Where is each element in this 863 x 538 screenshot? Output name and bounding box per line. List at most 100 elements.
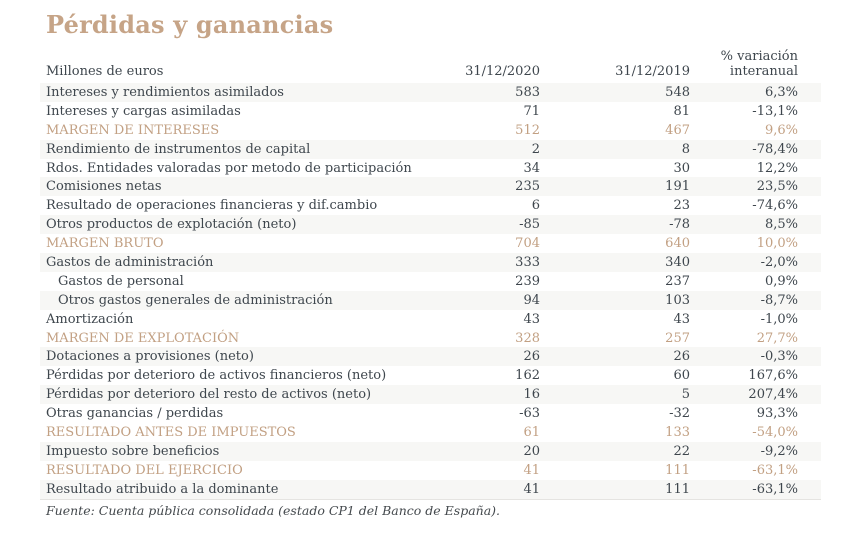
- row-label: RESULTADO DEL EJERCICIO: [46, 462, 243, 478]
- row-label: Pérdidas por deterioro del resto de acti…: [46, 387, 372, 403]
- value-2019: 548: [665, 84, 690, 100]
- table-row: RESULTADO ANTES DE IMPUESTOS 61 133 -54,…: [40, 423, 821, 442]
- value-2020: -85: [519, 217, 540, 233]
- value-variation: -0,3%: [760, 349, 798, 365]
- value-variation: 167,6%: [748, 368, 798, 384]
- value-variation: 10,0%: [756, 236, 798, 252]
- value-2019: 340: [665, 254, 690, 270]
- value-2019: 5: [681, 387, 690, 403]
- value-2020: 41: [523, 481, 540, 497]
- column-header-variation: % variación interanual: [690, 49, 798, 79]
- units-label: Millones de euros: [46, 64, 164, 79]
- value-2020: 41: [523, 462, 540, 478]
- value-2019: 111: [665, 481, 690, 497]
- column-header-2020: 31/12/2020: [465, 64, 540, 79]
- value-variation: -54,0%: [752, 424, 798, 440]
- value-2020: 2: [531, 141, 540, 157]
- value-2020: 583: [515, 84, 540, 100]
- value-variation: -2,0%: [760, 254, 798, 270]
- row-label: Otros gastos generales de administración: [58, 292, 333, 308]
- value-2019: 81: [673, 103, 690, 119]
- value-variation: 9,6%: [764, 122, 798, 138]
- value-2019: -78: [669, 217, 690, 233]
- value-2019: 103: [665, 292, 690, 308]
- value-variation: 12,2%: [756, 160, 798, 176]
- column-header-variation-line1: % variación: [720, 49, 798, 64]
- table-row: Pérdidas por deterioro del resto de acti…: [40, 385, 821, 405]
- table-row: Rendimiento de instrumentos de capital 2…: [40, 139, 821, 159]
- value-2019: 133: [665, 424, 690, 440]
- value-2020: 94: [523, 292, 540, 308]
- row-label: Rdos. Entidades valoradas por metodo de …: [46, 160, 412, 176]
- value-2020: 16: [523, 387, 540, 403]
- table-row: Gastos de administración 333 340 -2,0%: [40, 253, 821, 272]
- value-2019: 111: [665, 462, 690, 478]
- value-variation: 23,5%: [756, 179, 798, 195]
- table-row: Resultado atribuido a la dominante 41 11…: [40, 479, 821, 499]
- table-row: Rdos. Entidades valoradas por metodo de …: [40, 159, 821, 178]
- value-2019: 23: [673, 198, 690, 214]
- column-header-variation-line2: interanual: [729, 64, 798, 79]
- page-title: Pérdidas y ganancias: [46, 10, 334, 39]
- value-2020: 43: [523, 311, 540, 327]
- value-variation: -13,1%: [752, 103, 798, 119]
- table-row: Intereses y rendimientos asimilados 583 …: [40, 83, 821, 102]
- value-variation: -63,1%: [752, 462, 798, 478]
- value-2020: 239: [515, 273, 540, 289]
- value-2019: 237: [665, 273, 690, 289]
- row-label: Otros productos de explotación (neto): [46, 217, 297, 233]
- value-2019: 26: [673, 349, 690, 365]
- value-variation: -8,7%: [760, 292, 798, 308]
- value-variation: 6,3%: [764, 84, 798, 100]
- row-label: MARGEN DE EXPLOTACIÓN: [46, 330, 240, 346]
- row-label: Pérdidas por deterioro de activos financ…: [46, 368, 387, 384]
- value-2019: 22: [673, 443, 690, 459]
- source-note: Fuente: Cuenta pública consolidada (esta…: [46, 503, 501, 518]
- value-2020: 162: [515, 368, 540, 384]
- row-label: Comisiones netas: [46, 179, 162, 195]
- value-2020: 34: [523, 160, 540, 176]
- value-variation: 93,3%: [756, 406, 798, 422]
- value-2020: 26: [523, 349, 540, 365]
- value-variation: -78,4%: [752, 141, 798, 157]
- row-label: RESULTADO ANTES DE IMPUESTOS: [46, 424, 296, 440]
- table-body: Intereses y rendimientos asimilados 583 …: [40, 83, 821, 500]
- row-label: Resultado atribuido a la dominante: [46, 481, 279, 497]
- value-2020: 512: [515, 122, 540, 138]
- row-label: Dotaciones a provisiones (neto): [46, 349, 254, 365]
- column-header-2019: 31/12/2019: [615, 64, 690, 79]
- row-label: MARGEN DE INTERESES: [46, 122, 220, 138]
- value-variation: -74,6%: [752, 198, 798, 214]
- value-2020: 20: [523, 443, 540, 459]
- row-label: MARGEN BRUTO: [46, 236, 164, 252]
- value-variation: 27,7%: [756, 330, 798, 346]
- table-row: Gastos de personal 239 237 0,9%: [40, 272, 821, 291]
- value-2019: 191: [665, 179, 690, 195]
- row-label: Impuesto sobre beneficios: [46, 443, 220, 459]
- value-2020: 328: [515, 330, 540, 346]
- value-2020: 704: [515, 236, 540, 252]
- row-label: Intereses y rendimientos asimilados: [46, 84, 284, 100]
- row-label: Amortización: [46, 311, 134, 327]
- value-2019: 640: [665, 236, 690, 252]
- table-row: Otras ganancias / perdidas -63 -32 93,3%: [40, 404, 821, 423]
- value-variation: 8,5%: [764, 217, 798, 233]
- table-row: Pérdidas por deterioro de activos financ…: [40, 366, 821, 385]
- table-header-row: Millones de euros 31/12/2020 31/12/2019 …: [40, 44, 821, 83]
- table-row: MARGEN DE EXPLOTACIÓN 328 257 27,7%: [40, 329, 821, 348]
- value-variation: -63,1%: [752, 481, 798, 497]
- profit-loss-table: Millones de euros 31/12/2020 31/12/2019 …: [40, 44, 821, 500]
- value-2019: 257: [665, 330, 690, 346]
- table-row: Otros productos de explotación (neto) -8…: [40, 215, 821, 235]
- value-2019: 43: [673, 311, 690, 327]
- table-row: Impuesto sobre beneficios 20 22 -9,2%: [40, 441, 821, 461]
- value-2019: 467: [665, 122, 690, 138]
- table-row: MARGEN BRUTO 704 640 10,0%: [40, 234, 821, 253]
- value-2020: 6: [531, 198, 540, 214]
- row-label: Otras ganancias / perdidas: [46, 406, 224, 422]
- value-2020: 61: [523, 424, 540, 440]
- value-variation: -9,2%: [760, 443, 798, 459]
- value-2019: -32: [669, 406, 690, 422]
- table-row: Otros gastos generales de administración…: [40, 290, 821, 310]
